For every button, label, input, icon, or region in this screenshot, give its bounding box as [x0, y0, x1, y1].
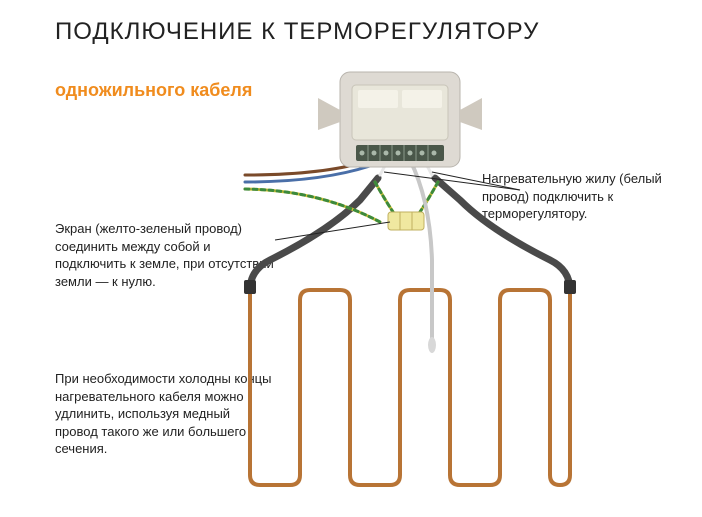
sensor-wire [410, 160, 432, 340]
power-wire-ground [245, 189, 380, 222]
cold-lead-right [435, 178, 570, 290]
sensor-tip [428, 337, 436, 353]
leader-heater-2 [384, 172, 520, 190]
thermostat-device [318, 72, 482, 167]
power-wire-ground-green [245, 189, 380, 222]
heating-cable [250, 290, 570, 485]
sleeve-right [564, 280, 576, 294]
wiring-diagram-svg [0, 0, 702, 517]
sleeve-left [244, 280, 256, 294]
junction-block [388, 212, 424, 230]
